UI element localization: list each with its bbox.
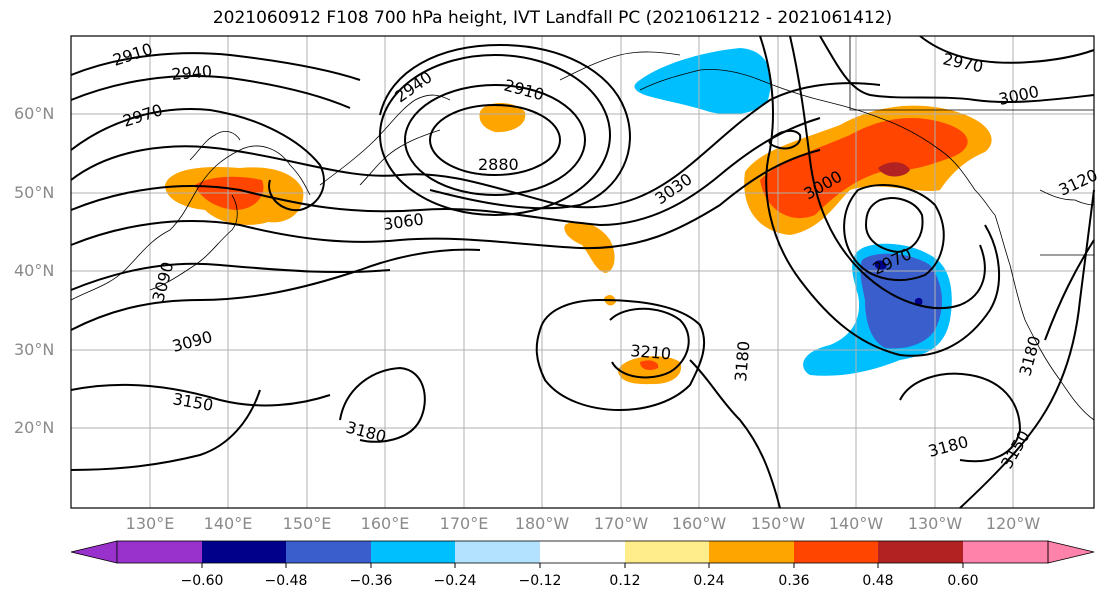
colorbar-tick-label: 0.48 <box>862 573 894 589</box>
lat-label: 30°N <box>14 340 55 359</box>
contour-label: 3210 <box>630 341 672 363</box>
colorbar-tick-label: 0.60 <box>947 573 979 589</box>
colorbar-segment <box>625 541 709 563</box>
coastlines <box>70 36 1095 421</box>
colorbar-segment <box>286 541 371 563</box>
colorbar-segment <box>963 541 1048 563</box>
contour-label: 3180 <box>731 340 753 382</box>
map-title: 2021060912 F108 700 hPa height, IVT Land… <box>212 8 893 28</box>
colorbar-tick-label: 0.12 <box>609 573 641 589</box>
colorbar-tick-label: 0.36 <box>778 573 810 589</box>
lon-label: 130°W <box>907 514 963 533</box>
colorbar-segment <box>117 541 202 563</box>
map-border <box>70 35 1095 509</box>
lon-label: 150°E <box>282 514 332 533</box>
lon-label: 140°W <box>828 514 884 533</box>
lat-label: 50°N <box>14 183 55 202</box>
colorbar-extend-low <box>70 540 118 564</box>
colorbar-segment <box>794 541 878 563</box>
contour-label: 2880 <box>478 155 519 174</box>
height-contours <box>70 35 1095 509</box>
lat-label: 40°N <box>14 261 55 280</box>
colorbar-segment <box>455 541 540 563</box>
colorbar-segment <box>878 541 963 563</box>
colorbar-tick-label: 0.24 <box>693 573 725 589</box>
lon-label: 160°E <box>360 514 410 533</box>
contour-label: 2940 <box>171 62 213 84</box>
colorbar-tick-label: −0.24 <box>433 573 477 589</box>
lon-label: 180°W <box>514 514 570 533</box>
colorbar-segment <box>540 541 625 563</box>
colorbar-tick-label: −0.48 <box>264 573 308 589</box>
lat-label: 60°N <box>14 104 55 123</box>
colorbar <box>70 540 1095 568</box>
colorbar-extend-high <box>1047 540 1095 564</box>
lon-label: 140°E <box>203 514 253 533</box>
lat-label: 20°N <box>14 418 55 437</box>
lon-label: 170°W <box>593 514 649 533</box>
graticule <box>71 36 1094 508</box>
colorbar-segment <box>202 541 286 563</box>
colorbar-tick-label: −0.60 <box>180 573 224 589</box>
lon-label: 160°W <box>671 514 727 533</box>
lon-label: 170°E <box>439 514 489 533</box>
colorbar-segment <box>709 541 794 563</box>
colorbar-tick-label: −0.36 <box>349 573 393 589</box>
colorbar-segment <box>371 541 455 563</box>
lon-label: 130°E <box>125 514 175 533</box>
lon-label: 120°W <box>985 514 1041 533</box>
colorbar-tick-label: −0.12 <box>518 573 562 589</box>
lon-label: 150°W <box>750 514 806 533</box>
